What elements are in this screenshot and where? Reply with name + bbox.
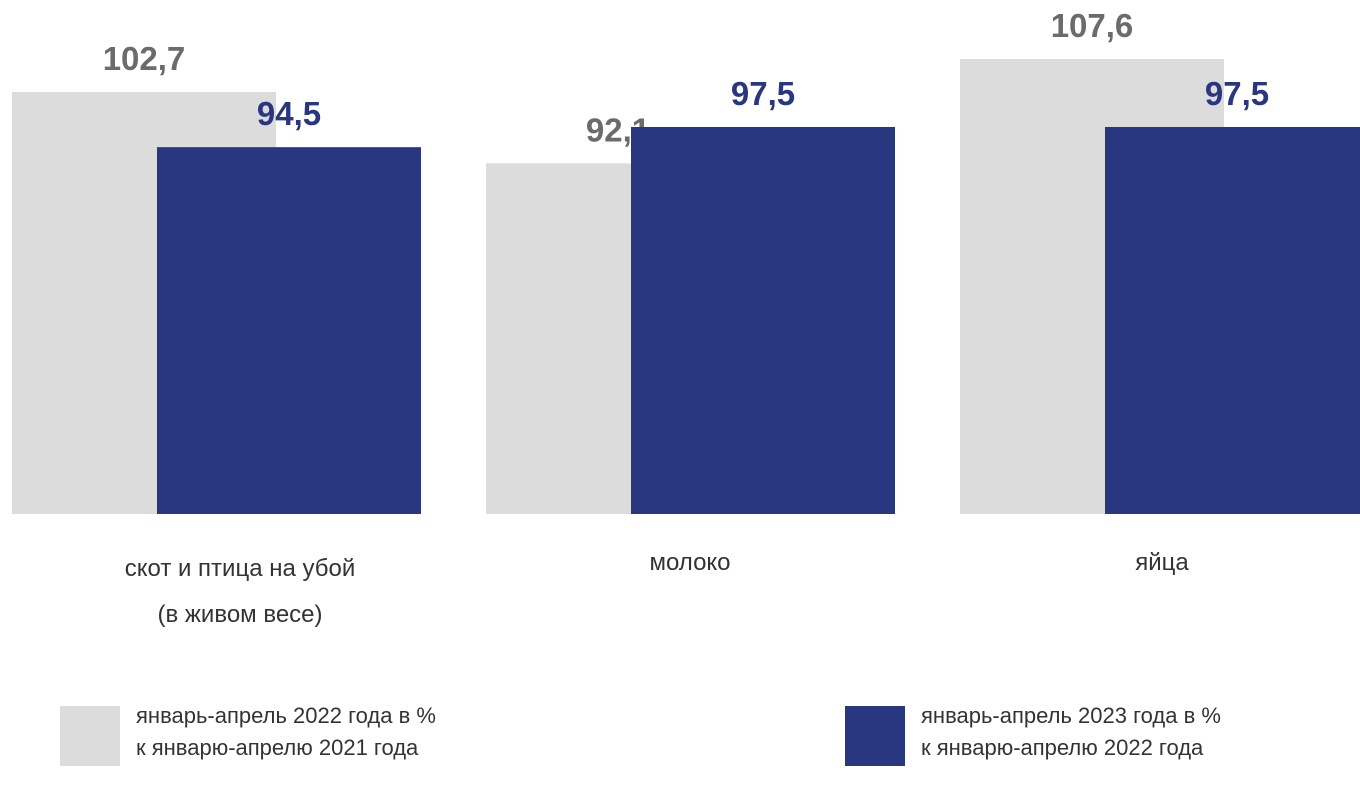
category-label-milk: молоко	[490, 540, 890, 586]
bar-series2-cat2	[631, 126, 895, 514]
data-label-series1-cat3: 107,6	[1051, 7, 1134, 44]
legend-label-line2: к январю-апрелю 2021 года	[136, 735, 419, 760]
legend-label-line1: январь-апрель 2023 года в %	[921, 703, 1221, 728]
legend-label-2023: январь-апрель 2023 года в % к январю-апр…	[921, 700, 1221, 764]
category-label-line1: скот и птица на убой	[124, 555, 356, 582]
category-label-line1: яйца	[1135, 549, 1189, 576]
category-label-livestock: скот и птица на убой (в живом весе)	[40, 546, 440, 638]
legend-label-2022: январь-апрель 2022 года в % к январю-апр…	[136, 700, 436, 764]
bar-series2-cat3	[1105, 126, 1360, 514]
legend-swatch-2022	[60, 706, 120, 766]
data-label-series1-cat1: 102,7	[103, 40, 186, 77]
legend-swatch-2023	[845, 706, 905, 766]
category-label-line2: (в живом весе)	[157, 601, 323, 628]
category-label-eggs: яйца	[962, 540, 1360, 586]
data-label-series2-cat1: 94,5	[257, 95, 321, 132]
data-label-series2-cat3: 97,5	[1205, 75, 1269, 112]
data-label-series2-cat2: 97,5	[731, 75, 795, 112]
bar-series2-cat1	[157, 147, 421, 514]
legend-label-line2: к январю-апрелю 2022 года	[921, 735, 1204, 760]
category-label-line1: молоко	[649, 549, 731, 576]
legend-label-line1: январь-апрель 2022 года в %	[136, 703, 436, 728]
